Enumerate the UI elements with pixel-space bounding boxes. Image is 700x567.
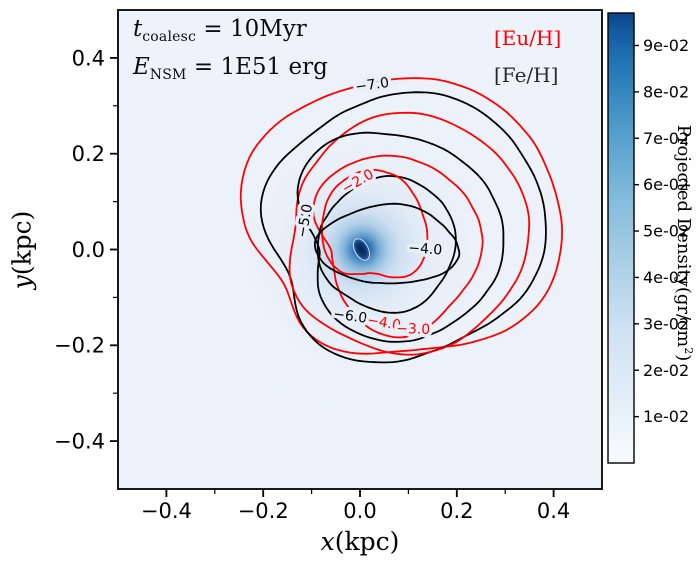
colorbar-tick-label: 5e-02 [643,222,689,241]
annotation-tcoalesc-rest: = 10Myr [196,16,307,42]
colorbar-tick-label: 3e-02 [643,314,689,333]
colorbar-label-post: ) [673,354,694,362]
annotation-ensm: ENSM = 1E51 erg [133,54,328,83]
annotation-ensm-sub: NSM [149,67,187,83]
annotation-ensm-var: E [133,54,150,80]
y-tick-label: −0.2 [54,334,105,358]
colorbar-tick-label: 2e-02 [643,361,689,380]
contour-fe-m6 [296,131,505,343]
annotation-tcoalesc-var: t [133,16,143,42]
annotation-tcoalesc: tcoalesc = 10Myr [133,16,307,45]
y-tick-label: 0.2 [72,142,105,166]
x-axis-label: x(kpc) [118,527,602,556]
legend-eu: [Eu/H] [494,26,562,50]
y-tick-label: 0.4 [72,46,105,70]
x-tick-label: 0.0 [343,499,376,523]
colorbar-tick-label: 8e-02 [643,82,689,101]
colorbar-tick-label: 4e-02 [643,268,689,287]
colorbar-frame [607,12,635,464]
x-axis-label-var: x [320,527,335,556]
density-peak-blob [352,238,371,261]
colorbar-label-pre: Projected Density(gr/cm [673,124,694,348]
colorbar-tick-label: 1e-02 [643,407,689,426]
contour-eu-m4 [288,111,531,356]
x-tick-label: 0.2 [440,499,473,523]
y-axis-label-var: y [7,275,37,290]
annotation-ensm-rest: = 1E51 erg [186,54,328,80]
colorbar-tick-label: 6e-02 [643,175,689,194]
contour-fe-m4 [314,202,461,285]
legend-fe: [Fe/H] [494,63,559,87]
x-tick-label: 0.4 [537,499,570,523]
colorbar-tick-label: 7e-02 [643,129,689,148]
contour-fe-m5 [316,175,457,314]
annotation-tcoalesc-sub: coalesc [142,29,197,45]
x-tick-label: −0.4 [141,499,192,523]
x-tick-label: −0.2 [238,499,289,523]
y-axis-label-rest: (kpc) [7,210,37,276]
x-axis-label-rest: (kpc) [334,527,400,556]
colorbar-gradient [608,13,634,463]
contour-eu-m3 [312,154,484,339]
contour-eu-m5 [239,77,563,355]
y-tick-label: 0.0 [72,238,105,262]
contour-label: −3.0 [396,321,431,338]
contour-label: −4.0 [408,240,443,258]
y-tick-label: −0.4 [54,429,105,453]
colorbar-tick-label: 9e-02 [643,36,689,55]
